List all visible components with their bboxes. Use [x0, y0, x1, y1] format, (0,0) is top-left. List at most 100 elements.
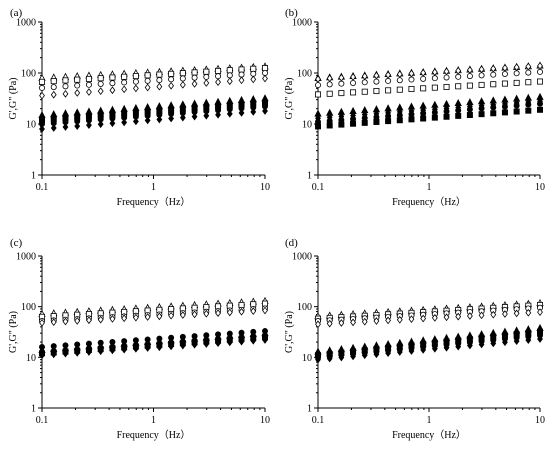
- series-5: [314, 92, 544, 117]
- data-point: [109, 86, 116, 95]
- data-point: [215, 67, 222, 74]
- data-point: [74, 82, 81, 89]
- data-point: [502, 338, 508, 347]
- data-point: [420, 346, 427, 354]
- data-point: [431, 344, 438, 353]
- data-point: [250, 307, 257, 316]
- data-point: [50, 350, 57, 359]
- data-point: [120, 104, 128, 112]
- data-point: [525, 69, 532, 76]
- data-point: [537, 68, 544, 75]
- data-point: [85, 81, 92, 88]
- data-point: [490, 339, 497, 348]
- data-point: [191, 340, 198, 349]
- data-point: [109, 80, 116, 87]
- data-point: [132, 313, 139, 322]
- data-point: [420, 110, 427, 117]
- data-point: [408, 347, 415, 355]
- data-point: [501, 70, 508, 77]
- data-point: [215, 78, 221, 86]
- data-point: [262, 107, 268, 115]
- data-point: [156, 71, 163, 78]
- x-tick-label: 0.1: [312, 182, 325, 193]
- data-point: [238, 76, 245, 85]
- x-tick-label: 0.1: [36, 415, 49, 426]
- data-point: [373, 88, 380, 95]
- data-point: [315, 320, 321, 329]
- data-point: [361, 79, 368, 86]
- data-point: [168, 114, 175, 123]
- y-tick-label: 10: [302, 120, 312, 131]
- series-3: [39, 70, 268, 91]
- data-point: [350, 79, 357, 86]
- data-point: [97, 106, 105, 114]
- data-point: [191, 80, 198, 88]
- data-point: [226, 77, 233, 86]
- data-point: [121, 345, 128, 354]
- y-tick-label: 1000: [16, 252, 36, 263]
- data-point: [226, 72, 233, 79]
- data-point: [478, 81, 485, 88]
- data-point: [431, 314, 438, 322]
- data-point: [86, 121, 92, 130]
- data-point: [396, 77, 403, 84]
- data-point: [203, 79, 210, 87]
- data-point: [121, 73, 128, 80]
- data-point: [361, 119, 368, 126]
- data-point: [109, 74, 116, 81]
- series-8: [314, 106, 544, 130]
- data-point: [443, 83, 450, 90]
- data-point: [396, 86, 403, 93]
- series-5: [38, 94, 269, 119]
- data-point: [396, 117, 403, 124]
- data-point: [215, 309, 221, 317]
- data-point: [408, 86, 415, 93]
- series-5: [39, 328, 268, 350]
- series-6: [315, 97, 543, 123]
- data-point: [478, 111, 485, 118]
- data-point: [97, 80, 104, 87]
- data-point: [350, 352, 356, 361]
- data-point: [361, 351, 368, 360]
- data-point: [215, 73, 222, 80]
- data-point: [408, 111, 415, 118]
- data-point: [215, 339, 221, 348]
- data-point: [203, 73, 210, 80]
- data-point: [191, 310, 198, 319]
- data-point: [39, 125, 45, 133]
- data-point: [179, 311, 186, 319]
- data-point: [525, 107, 532, 114]
- data-point: [74, 348, 81, 357]
- data-point: [396, 70, 403, 79]
- data-point: [537, 78, 544, 85]
- data-point: [525, 336, 532, 344]
- data-point: [513, 337, 520, 346]
- data-point: [525, 79, 532, 86]
- y-tick-label: 1000: [16, 18, 36, 29]
- data-point: [466, 112, 473, 119]
- data-point: [50, 90, 57, 99]
- series-4: [315, 308, 543, 329]
- data-point: [350, 73, 356, 81]
- data-point: [144, 344, 151, 352]
- y-tick-label: 1: [307, 171, 312, 182]
- data-point: [144, 83, 151, 92]
- data-point: [525, 308, 532, 317]
- data-point: [226, 109, 233, 118]
- data-point: [513, 102, 520, 109]
- data-point: [109, 119, 116, 128]
- series-4: [39, 74, 268, 100]
- series-6: [39, 99, 268, 123]
- data-point: [50, 124, 57, 132]
- data-point: [431, 109, 438, 116]
- x-axis-title: Frequency（Hz）: [117, 429, 191, 441]
- series-6: [38, 329, 269, 353]
- data-point: [420, 314, 427, 323]
- data-point: [62, 123, 69, 131]
- y-tick-label: 100: [297, 302, 312, 313]
- data-point: [478, 340, 485, 349]
- data-point: [238, 109, 245, 117]
- data-point: [179, 341, 186, 350]
- data-point: [62, 77, 69, 84]
- series-6: [314, 328, 544, 359]
